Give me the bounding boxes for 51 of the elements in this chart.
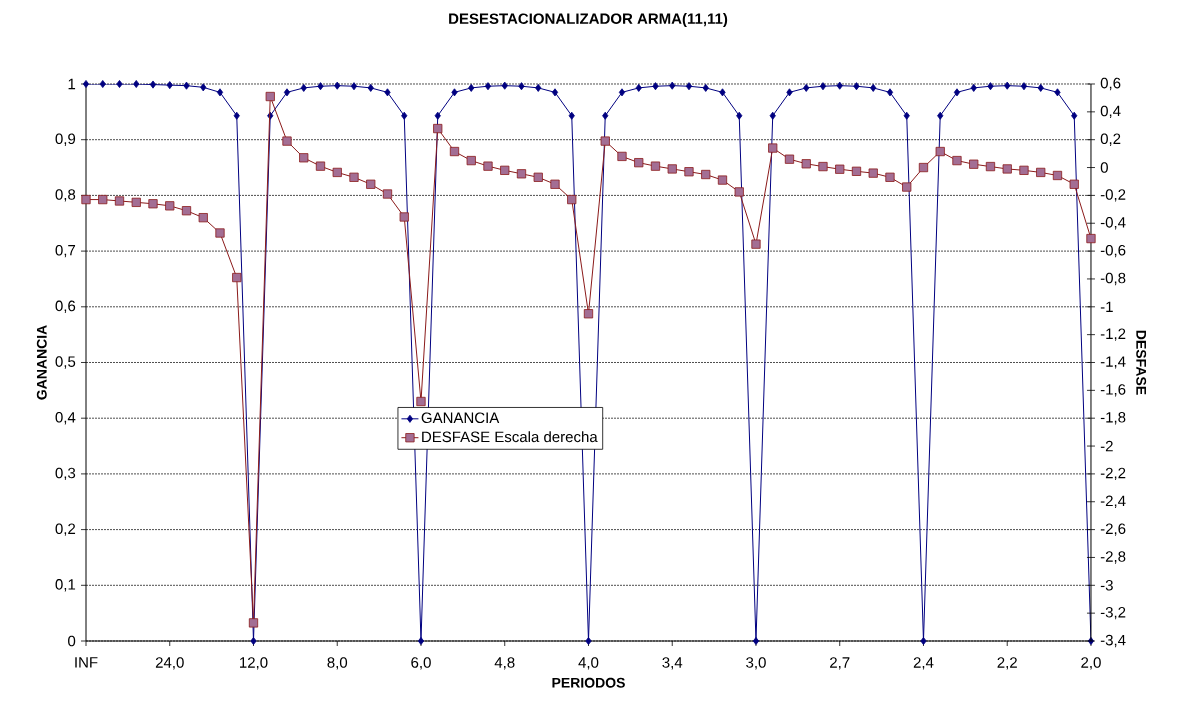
y-axis-title: GANANCIA (36, 325, 47, 400)
y2-tick-label: -2,4 (1100, 495, 1126, 508)
y2-tick-label: -1,6 (1100, 384, 1126, 397)
y-tick-label: 0 (68, 635, 76, 647)
y-tick-label: 0,6 (55, 300, 76, 313)
y-tick-label: 0,5 (55, 356, 76, 369)
y2-axis-title: DESFASE (1136, 330, 1147, 395)
x-tick-label: 2,7 (830, 657, 850, 670)
x-tick-label: 12,0 (240, 657, 268, 670)
y2-tick-label: -3,4 (1100, 634, 1126, 648)
x-tick-label: 3,0 (746, 657, 766, 670)
x-tick-label: 4,0 (578, 657, 599, 670)
x-axis-title: PERIODOS (552, 677, 625, 688)
x-tick-label: 8,0 (327, 657, 348, 670)
y2-tick-label: 0,4 (1100, 105, 1121, 119)
y2-tick-label: -2,6 (1100, 523, 1126, 536)
y2-tick-label: -3,2 (1100, 606, 1126, 620)
y2-tick-label: -1,8 (1100, 412, 1126, 425)
x-tick-label: INF (75, 657, 98, 668)
y-tick-label: 0,8 (55, 189, 76, 202)
legend-label: DESFASE Escala derecha (422, 431, 598, 443)
chart-title: DESESTACIONALIZADOR ARMA(11,11) (449, 12, 728, 27)
y2-tick-label: 0 (1100, 162, 1108, 173)
y2-tick-label: -2 (1100, 440, 1113, 452)
x-tick-label: 2,4 (913, 657, 934, 670)
x-tick-label: 2,2 (997, 657, 1017, 670)
y2-tick-label: 0,2 (1100, 133, 1121, 146)
y-tick-label: 0,4 (55, 412, 76, 425)
x-tick-label: 4,8 (494, 657, 515, 670)
y2-tick-label: -2,8 (1100, 551, 1126, 564)
y2-tick-label: -1,4 (1100, 356, 1126, 369)
x-tick-label: 6,0 (411, 657, 431, 670)
y2-tick-label: 0,6 (1100, 77, 1121, 91)
y-tick-label: 0,1 (55, 579, 76, 592)
y2-tick-label: -0,6 (1100, 244, 1126, 258)
x-tick-label: 2,0 (1081, 657, 1101, 670)
legend-label: GANANCIA (421, 412, 500, 424)
y-tick-label: 1 (68, 78, 76, 90)
y-tick-label: 0,3 (55, 467, 76, 481)
y2-tick-label: -1,2 (1100, 328, 1126, 341)
y2-tick-label: -0,2 (1100, 189, 1126, 202)
y2-tick-label: -1 (1100, 301, 1113, 312)
y2-tick-label: -0,4 (1100, 217, 1126, 230)
x-tick-label: 3,4 (662, 657, 683, 670)
y-tick-label: 0,7 (55, 244, 76, 258)
y2-tick-label: -0,8 (1100, 272, 1126, 286)
y-tick-label: 0,2 (55, 523, 76, 536)
x-tick-label: 24,0 (155, 657, 184, 670)
y2-tick-label: -3 (1100, 579, 1113, 591)
y2-tick-label: -2,2 (1100, 467, 1126, 481)
y-tick-label: 0,9 (55, 133, 76, 146)
